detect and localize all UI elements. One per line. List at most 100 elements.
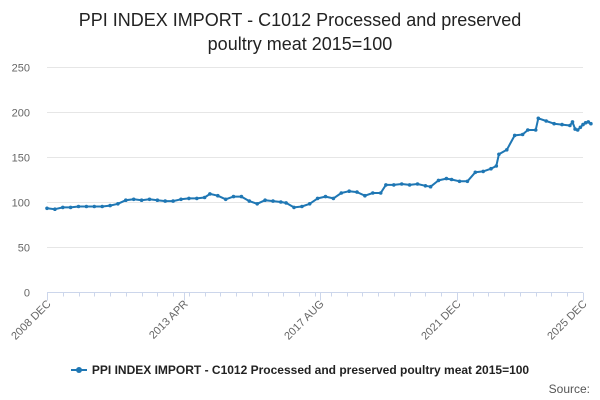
series-points bbox=[45, 116, 593, 211]
data-point bbox=[53, 207, 57, 211]
legend-item[interactable]: PPI INDEX IMPORT - C1012 Processed and p… bbox=[70, 363, 530, 377]
data-point bbox=[552, 121, 556, 126]
data-point bbox=[323, 194, 328, 199]
data-point bbox=[61, 205, 65, 210]
data-point bbox=[489, 166, 493, 171]
data-point bbox=[331, 196, 336, 201]
data-point bbox=[307, 202, 312, 206]
y-tick-label: 100 bbox=[12, 198, 30, 210]
data-point bbox=[586, 120, 591, 124]
data-point bbox=[520, 132, 525, 137]
chart-title-line-2: poultry meat 2015=100 bbox=[207, 34, 393, 54]
data-point bbox=[139, 198, 144, 202]
data-point bbox=[271, 199, 275, 203]
data-point bbox=[544, 119, 548, 123]
data-point bbox=[116, 202, 120, 206]
x-tick-label: 2008 DEC bbox=[9, 298, 53, 342]
y-tick-label: 250 bbox=[12, 63, 30, 75]
data-point bbox=[568, 123, 572, 128]
data-point bbox=[428, 184, 433, 189]
data-point bbox=[578, 125, 583, 130]
data-point bbox=[581, 122, 585, 127]
data-point bbox=[399, 182, 404, 186]
data-point bbox=[68, 205, 73, 210]
data-point bbox=[124, 198, 128, 202]
data-point bbox=[415, 182, 420, 186]
data-point bbox=[147, 197, 152, 202]
data-point bbox=[589, 121, 593, 126]
data-point bbox=[560, 122, 564, 127]
data-point bbox=[284, 201, 288, 205]
data-point bbox=[100, 204, 104, 209]
y-tick-label: 200 bbox=[12, 108, 30, 120]
data-point bbox=[494, 164, 499, 168]
gridlines bbox=[47, 67, 583, 248]
data-point bbox=[208, 192, 212, 196]
data-point bbox=[300, 204, 304, 209]
data-point bbox=[195, 196, 199, 201]
data-point bbox=[84, 204, 89, 209]
data-point bbox=[347, 189, 352, 193]
data-point bbox=[505, 148, 509, 152]
x-axis-minor-ticks bbox=[47, 292, 584, 297]
chart-title-line-1: PPI INDEX IMPORT - C1012 Processed and p… bbox=[78, 10, 522, 30]
data-point bbox=[279, 200, 283, 204]
data-point bbox=[231, 194, 236, 199]
legend-line-marker-icon bbox=[70, 367, 87, 373]
data-point bbox=[526, 128, 530, 132]
data-point bbox=[223, 197, 228, 202]
data-point bbox=[457, 179, 462, 184]
data-point bbox=[339, 191, 344, 195]
data-point bbox=[45, 206, 49, 211]
data-point bbox=[536, 116, 541, 121]
data-point bbox=[163, 199, 167, 203]
data-point bbox=[444, 176, 449, 181]
data-point bbox=[108, 203, 112, 208]
data-point bbox=[363, 193, 367, 198]
data-point bbox=[384, 183, 388, 187]
y-tick-label: 0 bbox=[24, 288, 30, 300]
x-tick-label: 2025 DEC bbox=[545, 298, 589, 342]
data-point bbox=[378, 191, 383, 195]
data-point bbox=[497, 152, 501, 157]
data-point bbox=[575, 128, 580, 132]
data-point bbox=[292, 205, 296, 210]
series-line bbox=[46, 117, 592, 211]
data-point bbox=[76, 204, 81, 209]
x-tick-label: 2013 APR bbox=[147, 298, 191, 342]
data-point bbox=[481, 169, 486, 174]
data-point bbox=[171, 199, 175, 203]
legend: PPI INDEX IMPORT - C1012 Processed and p… bbox=[0, 363, 600, 379]
data-point bbox=[436, 178, 441, 183]
chart-title: PPI INDEX IMPORT - C1012 Processed and p… bbox=[0, 8, 600, 56]
data-point bbox=[239, 194, 244, 199]
y-tick-label: 50 bbox=[18, 243, 30, 255]
data-point bbox=[512, 133, 517, 138]
data-point bbox=[392, 183, 396, 187]
data-point bbox=[155, 198, 160, 202]
data-point bbox=[465, 179, 470, 184]
data-point bbox=[131, 197, 136, 202]
data-point bbox=[92, 204, 97, 209]
data-point bbox=[371, 191, 375, 195]
data-point bbox=[315, 196, 320, 201]
data-point bbox=[473, 170, 478, 175]
data-point bbox=[179, 197, 183, 202]
data-point bbox=[247, 199, 252, 203]
data-point bbox=[533, 128, 538, 132]
x-tick-label: 2017 AUG bbox=[282, 298, 326, 342]
data-point bbox=[255, 202, 259, 206]
data-point bbox=[423, 184, 428, 188]
data-point bbox=[570, 120, 575, 124]
data-point bbox=[407, 183, 412, 187]
legend-series-name: PPI INDEX IMPORT - C1012 Processed and p… bbox=[91, 363, 530, 377]
data-point bbox=[216, 193, 220, 198]
source-label: Source: bbox=[548, 382, 590, 396]
x-tick-label: 2021 DEC bbox=[419, 298, 463, 342]
data-point bbox=[355, 190, 359, 194]
y-tick-label: 150 bbox=[12, 153, 30, 165]
data-point bbox=[449, 177, 454, 182]
data-point bbox=[263, 198, 267, 202]
data-point bbox=[202, 195, 207, 200]
